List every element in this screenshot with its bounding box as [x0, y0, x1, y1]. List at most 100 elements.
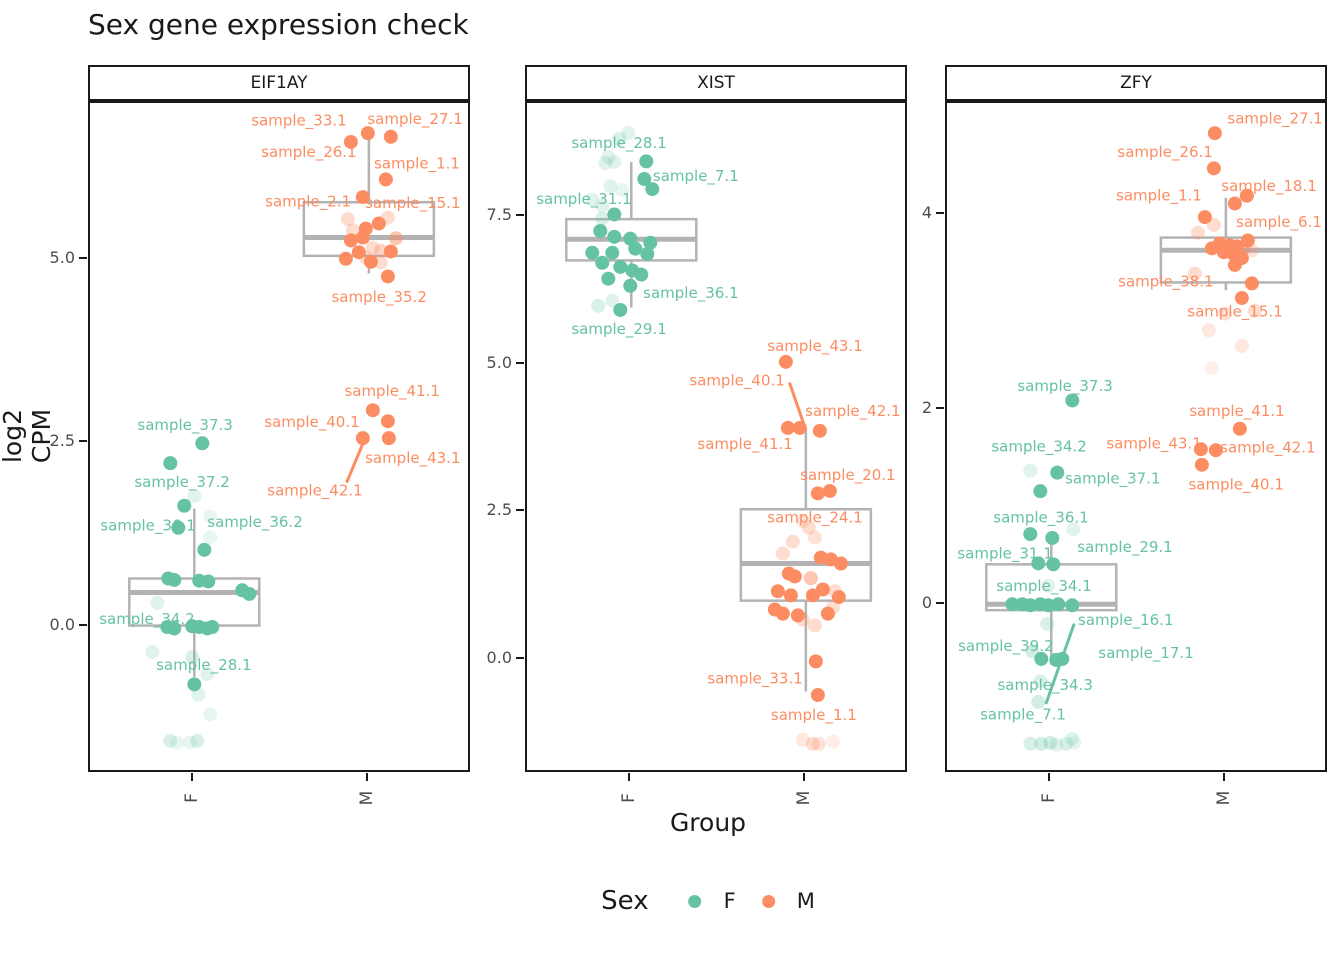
data-point — [1247, 303, 1262, 318]
data-point — [388, 231, 403, 246]
sample-label: sample_27.1 — [367, 110, 462, 129]
legend-item-f: F — [688, 889, 736, 913]
data-point — [1067, 735, 1082, 750]
data-point — [645, 182, 660, 197]
data-point — [1239, 188, 1254, 203]
sample-label: sample_34.1 — [996, 577, 1091, 596]
data-point — [1208, 443, 1223, 458]
sample-label: sample_42.1 — [1220, 438, 1315, 457]
facet-panel-xist: sample_28.1 sample_7.1 sample_31.1 sample_3… — [525, 101, 907, 772]
data-point — [365, 240, 380, 255]
data-point — [831, 590, 846, 605]
data-point — [595, 211, 610, 226]
data-point — [1193, 442, 1208, 457]
data-point — [1033, 674, 1048, 689]
data-point — [812, 423, 827, 438]
facet-strip: XIST — [525, 65, 907, 101]
data-point — [1050, 465, 1065, 480]
sample-label: sample_18.1 — [1221, 177, 1316, 196]
sample-label: sample_20.1 — [800, 466, 895, 485]
x-tick-label: M — [793, 790, 814, 806]
sample-label: sample_2.1 — [265, 192, 351, 211]
data-point — [591, 298, 606, 313]
data-point — [1049, 737, 1064, 752]
sample-label: sample_17.1 — [1098, 644, 1193, 663]
label-leader-line — [788, 382, 807, 430]
sample-label: sample_1.1 — [771, 706, 857, 725]
y-tick-mark — [516, 656, 524, 659]
data-point — [1023, 736, 1038, 751]
data-point — [195, 436, 210, 451]
data-point — [637, 172, 652, 187]
sample-label: sample_41.1 — [697, 435, 792, 454]
sample-label: sample_1.1 — [374, 154, 460, 173]
data-point — [338, 251, 353, 266]
data-point — [1206, 217, 1221, 232]
facet-strip: EIF1AY — [88, 65, 470, 101]
data-point — [795, 612, 810, 627]
data-point — [365, 403, 380, 418]
sample-label: sample_7.1 — [980, 706, 1066, 725]
data-point — [623, 278, 638, 293]
sample-label: sample_16.1 — [1078, 611, 1173, 630]
data-point — [775, 606, 790, 621]
sample-label: sample_28.1 — [156, 656, 251, 675]
sample-label: sample_34.2 — [99, 610, 194, 629]
y-tick-label: 0.0 — [486, 647, 512, 667]
y-tick-label: 7.5 — [486, 205, 512, 225]
y-tick-mark — [936, 602, 944, 605]
y-tick-label: 2.5 — [486, 500, 512, 520]
data-point — [177, 498, 192, 513]
facet-panel-eif1ay: sample_33.1 sample_27.1 sample_26.1 sample_… — [88, 101, 470, 772]
data-point — [810, 486, 825, 501]
data-point — [628, 241, 643, 256]
sample-label: sample_1.1 — [1116, 187, 1202, 206]
data-point — [170, 735, 185, 750]
data-point — [778, 354, 793, 369]
x-tick-label: M — [356, 790, 377, 806]
data-point — [355, 431, 370, 446]
sample-label: sample_15.1 — [1187, 303, 1282, 322]
data-point — [383, 244, 398, 259]
sample-label: sample_31.1 — [957, 545, 1052, 564]
data-point — [1187, 266, 1202, 281]
data-point — [607, 229, 622, 244]
sample-label: sample_31.1 — [536, 190, 631, 209]
y-tick-mark — [516, 361, 524, 364]
facet-strip-label: XIST — [697, 73, 735, 93]
x-tick-label: F — [619, 793, 640, 803]
data-point — [360, 126, 375, 141]
data-point — [190, 733, 205, 748]
y-tick-label: 2 — [921, 398, 932, 418]
data-point — [585, 245, 600, 260]
data-point — [1065, 731, 1080, 746]
data-point — [242, 586, 257, 601]
y-tick-mark — [516, 509, 524, 512]
legend: Sex F M — [601, 886, 815, 916]
data-point — [1041, 578, 1056, 593]
legend-item-m: M — [761, 889, 815, 913]
data-point — [825, 734, 840, 749]
data-point — [598, 156, 613, 171]
data-point — [1033, 484, 1048, 499]
sample-label: sample_33.1 — [707, 669, 802, 688]
data-point — [1207, 126, 1222, 141]
data-point — [380, 269, 395, 284]
sample-label: sample_38.1 — [1118, 272, 1213, 291]
data-point — [1043, 735, 1058, 750]
legend-title: Sex — [601, 886, 649, 916]
data-point — [585, 192, 600, 207]
data-point — [1244, 243, 1259, 258]
data-point — [810, 687, 825, 702]
data-point — [183, 735, 198, 750]
data-point — [1234, 338, 1249, 353]
data-point — [1065, 598, 1080, 613]
sample-label: sample_26.1 — [1117, 143, 1212, 162]
x-tick-mark — [191, 773, 194, 781]
data-point — [634, 267, 649, 282]
data-point — [805, 736, 820, 751]
data-point — [1066, 522, 1081, 537]
data-point — [822, 483, 837, 498]
data-point — [783, 588, 798, 603]
